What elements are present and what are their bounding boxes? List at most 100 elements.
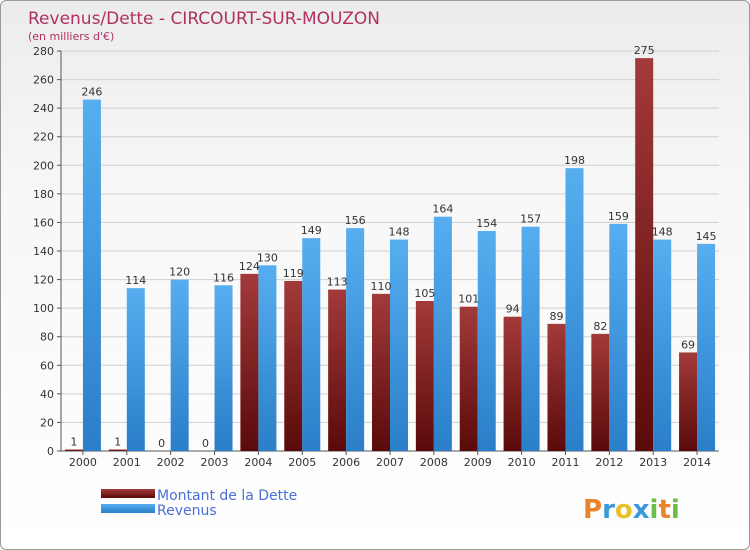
x-tick-label: 2010 bbox=[508, 456, 536, 469]
bar-dette bbox=[459, 306, 478, 451]
y-tick-label: 200 bbox=[33, 159, 54, 172]
logo-letter-4: x bbox=[633, 495, 650, 525]
data-label-dette: 89 bbox=[549, 310, 563, 323]
data-label-dette: 105 bbox=[414, 287, 435, 300]
x-tick-label: 2013 bbox=[639, 456, 667, 469]
data-label-dette: 82 bbox=[593, 320, 607, 333]
data-label-revenus: 130 bbox=[257, 251, 278, 264]
x-tick-label: 2011 bbox=[551, 456, 579, 469]
data-label-dette: 124 bbox=[239, 260, 260, 273]
bar-revenus bbox=[346, 228, 365, 451]
data-label-revenus: 120 bbox=[169, 266, 190, 279]
bar-revenus bbox=[521, 226, 540, 451]
bar-revenus bbox=[697, 243, 716, 451]
data-label-dette: 69 bbox=[681, 338, 695, 351]
data-label-dette: 113 bbox=[327, 276, 348, 289]
y-tick-label: 220 bbox=[33, 131, 54, 144]
data-label-dette: 1 bbox=[114, 436, 121, 449]
bar-dette bbox=[372, 293, 390, 451]
data-label-revenus: 154 bbox=[476, 217, 497, 230]
data-label-dette: 275 bbox=[634, 44, 655, 57]
legend: Montant de la Dette Revenus bbox=[101, 488, 297, 519]
x-tick-label: 2007 bbox=[376, 456, 404, 469]
axes: 0204060801001201401601802002202402602802… bbox=[33, 45, 719, 469]
x-tick-label: 2005 bbox=[288, 456, 316, 469]
data-label-revenus: 148 bbox=[652, 226, 673, 239]
data-label-dette: 94 bbox=[506, 303, 520, 316]
bar-dette bbox=[240, 273, 259, 451]
y-tick-label: 260 bbox=[33, 74, 54, 87]
data-label-revenus: 116 bbox=[213, 271, 234, 284]
y-tick-label: 60 bbox=[40, 359, 54, 372]
x-tick-label: 2009 bbox=[464, 456, 492, 469]
bar-dette bbox=[415, 301, 434, 451]
bar-revenus bbox=[302, 238, 321, 451]
data-label-dette: 1 bbox=[70, 436, 77, 449]
x-tick-label: 2008 bbox=[420, 456, 448, 469]
x-tick-label: 2001 bbox=[113, 456, 141, 469]
bar-dette bbox=[591, 333, 610, 451]
legend-swatch-revenus bbox=[101, 504, 155, 513]
y-tick-label: 100 bbox=[33, 302, 54, 315]
logo-letter-3: o bbox=[615, 495, 633, 525]
bar-dette bbox=[503, 316, 522, 451]
logo-letter-1: P bbox=[583, 495, 602, 525]
bar-revenus bbox=[433, 216, 452, 451]
bar-dette bbox=[108, 449, 127, 451]
data-label-dette: 0 bbox=[202, 437, 209, 450]
y-tick-label: 160 bbox=[33, 216, 54, 229]
data-label-dette: 101 bbox=[458, 293, 479, 306]
logo-letter-5: i bbox=[650, 495, 659, 525]
logo-letter-2: r bbox=[602, 495, 615, 525]
y-tick-label: 20 bbox=[40, 416, 54, 429]
data-label-revenus: 156 bbox=[345, 214, 366, 227]
y-tick-label: 240 bbox=[33, 102, 54, 115]
bar-dette bbox=[328, 289, 347, 451]
data-label-dette: 110 bbox=[371, 280, 392, 293]
legend-label-revenus: Revenus bbox=[157, 503, 217, 519]
legend-label-debt: Montant de la Dette bbox=[157, 488, 297, 504]
bar-dette bbox=[284, 281, 303, 451]
logo-text: Proxiti bbox=[583, 495, 680, 525]
data-label-revenus: 198 bbox=[564, 154, 585, 167]
data-label-revenus: 148 bbox=[389, 226, 410, 239]
data-label-dette: 0 bbox=[158, 437, 165, 450]
y-tick-label: 40 bbox=[40, 388, 54, 401]
logo-letter-6: t bbox=[658, 495, 670, 525]
data-label-revenus: 157 bbox=[520, 213, 541, 226]
bar-dette bbox=[635, 58, 654, 452]
y-tick-label: 0 bbox=[47, 445, 54, 458]
logo-letter-7: i bbox=[671, 495, 680, 525]
x-tick-label: 2003 bbox=[201, 456, 229, 469]
bar-revenus bbox=[170, 279, 189, 451]
y-tick-label: 140 bbox=[33, 245, 54, 258]
y-tick-label: 180 bbox=[33, 188, 54, 201]
bar-dette bbox=[64, 449, 83, 451]
x-tick-label: 2004 bbox=[244, 456, 272, 469]
chart-subtitle: (en milliers d'€) bbox=[28, 30, 114, 43]
bar-revenus bbox=[214, 285, 233, 451]
x-tick-label: 2006 bbox=[332, 456, 360, 469]
bars bbox=[64, 58, 716, 452]
data-label-revenus: 114 bbox=[125, 274, 146, 287]
data-label-revenus: 149 bbox=[301, 224, 322, 237]
y-tick-label: 120 bbox=[33, 274, 54, 287]
legend-swatch-debt bbox=[101, 489, 155, 498]
x-tick-label: 2012 bbox=[595, 456, 623, 469]
bar-revenus bbox=[477, 231, 496, 451]
data-label-revenus: 164 bbox=[432, 203, 453, 216]
bar-revenus bbox=[126, 288, 145, 451]
y-tick-label: 280 bbox=[33, 45, 54, 58]
x-tick-label: 2000 bbox=[69, 456, 97, 469]
bar-revenus bbox=[653, 239, 672, 451]
data-label-dette: 119 bbox=[283, 267, 304, 280]
data-label-revenus: 246 bbox=[81, 86, 102, 99]
data-label-revenus: 159 bbox=[608, 210, 629, 223]
x-tick-label: 2014 bbox=[683, 456, 711, 469]
chart-title: Revenus/Dette - CIRCOURT-SUR-MOUZON bbox=[28, 9, 380, 29]
y-tick-label: 80 bbox=[40, 331, 54, 344]
bar-dette bbox=[679, 352, 698, 451]
proxiti-logo: Proxiti bbox=[583, 495, 680, 525]
